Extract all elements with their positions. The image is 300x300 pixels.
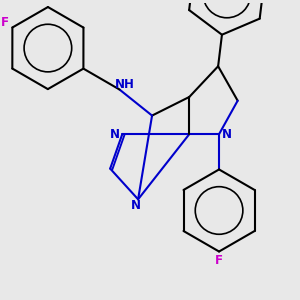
Text: F: F (215, 254, 223, 267)
Text: NH: NH (115, 78, 134, 91)
Text: N: N (110, 128, 120, 141)
Text: N: N (131, 199, 141, 212)
Text: F: F (0, 16, 8, 29)
Text: N: N (222, 128, 232, 141)
